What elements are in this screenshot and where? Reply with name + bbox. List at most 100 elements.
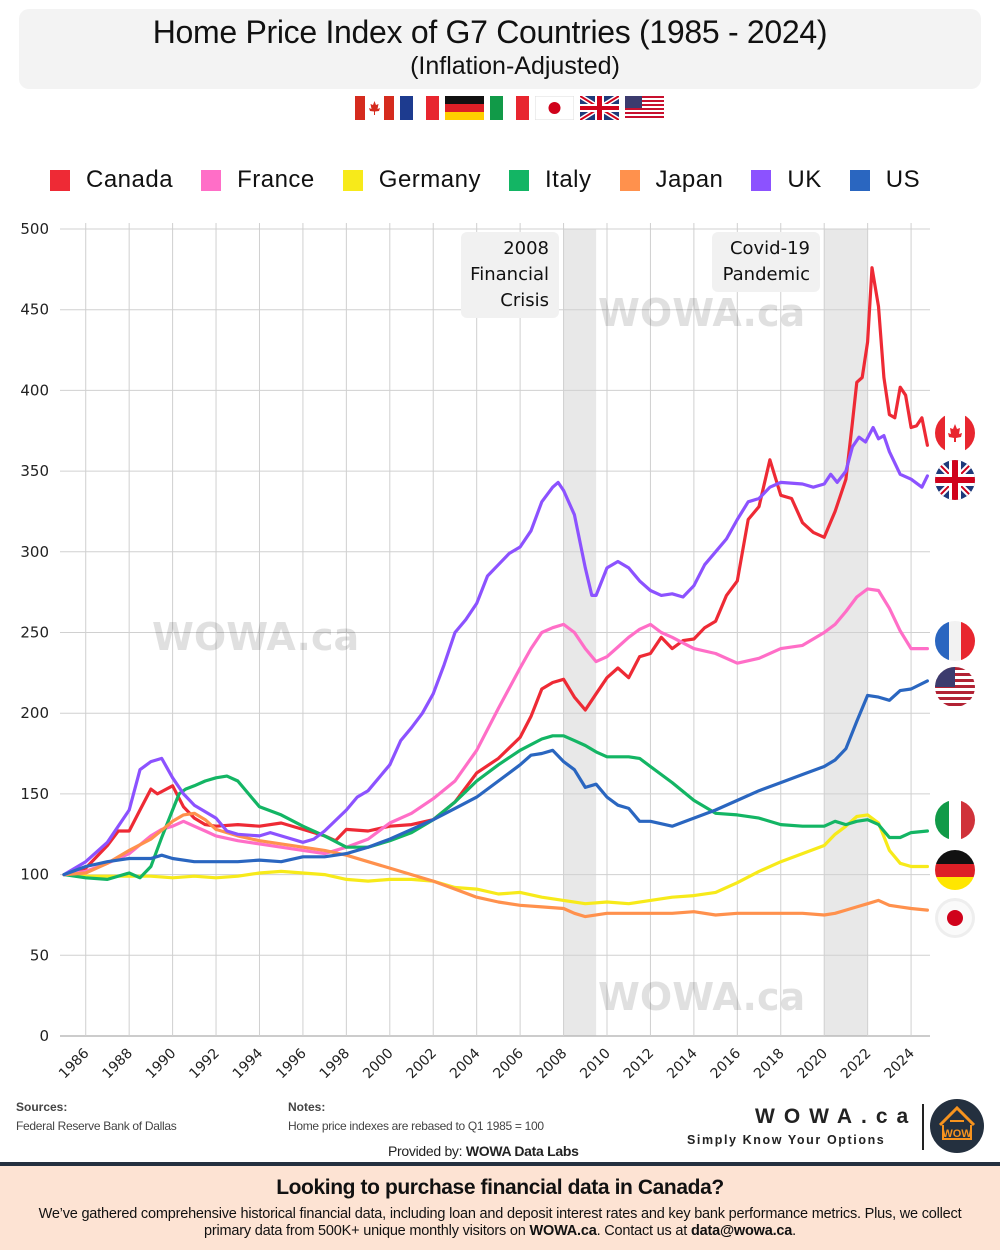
flags-row [355,96,664,120]
uk-flag-icon [580,96,619,120]
legend-swatch [849,169,870,191]
brand-divider [922,1104,924,1150]
sources-text: Federal Reserve Bank of Dallas [16,1119,177,1133]
us-flag-icon [625,96,664,120]
y-tick-label: 300 [20,543,49,561]
legend-item-uk: UK [751,166,821,194]
y-tick-label: 250 [20,624,49,642]
x-tick-label: 2006 [490,1045,527,1082]
x-tick-label: 2012 [621,1046,658,1083]
chart-legend: Canada France Germany Italy Japan UK US [50,166,948,194]
x-tick-label: 2010 [577,1046,614,1083]
chart-subtitle: (Inflation-Adjusted) [410,52,620,80]
x-tick-label: 1986 [56,1045,93,1082]
germany-flag-marker-icon [935,850,975,890]
legend-label: Japan [655,166,724,193]
series-line-us [62,679,930,877]
y-tick-label: 50 [30,946,49,964]
x-tick-label: 1990 [143,1046,180,1083]
x-tick-label: 1998 [317,1046,354,1083]
watermark: WOWA.ca [598,291,805,335]
x-tick-label: 2024 [881,1045,918,1082]
x-tick-label: 1994 [230,1045,267,1082]
provided-name: WOWA Data Labs [465,1143,579,1159]
x-tick-label: 1988 [99,1046,136,1083]
x-tick-label: 2004 [447,1045,484,1082]
y-tick-label: 400 [20,381,49,399]
series-line-germany [62,813,930,906]
x-tick-label: 2020 [795,1046,832,1083]
legend-label: Italy [544,166,592,193]
chart-title: Home Price Index of G7 Countries (1985 -… [152,14,828,50]
watermark: WOWA.ca [152,615,359,659]
annotation-label: 2008 [503,238,549,259]
legend-swatch [619,169,640,191]
banner-email-link[interactable]: data@wowa.ca [690,1223,793,1239]
x-tick-label: 2022 [838,1046,875,1083]
italy-flag-icon [490,96,529,120]
legend-item-italy: Italy [508,166,592,194]
banner-text-part: . Contact us at [596,1223,688,1239]
series-line-uk [62,425,930,877]
annotation-label: Covid-19 [730,238,810,259]
legend-label: France [237,166,315,193]
legend-item-canada: Canada [50,166,173,194]
y-tick-label: 100 [20,866,49,884]
legend-label: Germany [378,166,481,193]
legend-item-japan: Japan [619,166,724,194]
wowa-logo-icon: WOW [930,1099,984,1153]
promo-banner: Looking to purchase financial data in Ca… [0,1166,1000,1250]
notes-text: Home price indexes are rebased to Q1 198… [288,1119,544,1133]
x-tick-label: 2000 [360,1046,397,1083]
germany-flag-icon [445,96,484,120]
canada-flag-marker-icon [935,413,975,453]
notes-heading: Notes: [288,1100,326,1114]
provided-by: Provided by: WOWA Data Labs [388,1143,579,1159]
watermark: WOWA.ca [598,975,805,1019]
legend-swatch [342,169,363,191]
y-tick-label: 350 [20,462,49,480]
france-flag-marker-icon [935,621,975,661]
y-tick-label: 0 [39,1027,49,1045]
banner-divider [0,1162,1000,1166]
legend-label: US [885,166,921,193]
banner-heading: Looking to purchase financial data in Ca… [276,1176,724,1199]
wowa-brand: WOWA.ca [755,1105,918,1128]
provided-prefix: Provided by: [388,1143,463,1159]
x-tick-label: 2014 [664,1045,701,1082]
banner-text-part: . [792,1223,796,1239]
x-tick-label: 2018 [751,1046,788,1083]
title-box [19,9,981,89]
france-flag-icon [400,96,439,120]
series-line-canada [62,266,930,877]
japan-flag-icon [535,96,574,120]
series-line-france [62,587,930,877]
banner-site-link[interactable]: WOWA.ca [529,1223,597,1239]
x-tick-label: 2002 [404,1046,441,1083]
x-tick-label: 2016 [708,1045,745,1082]
us-flag-marker-icon [935,667,975,707]
x-tick-label: 1996 [273,1045,310,1082]
legend-swatch [50,169,70,191]
wowa-tagline: Simply Know Your Options [687,1133,886,1147]
legend-swatch [201,169,222,191]
sources-heading: Sources: [16,1100,68,1114]
canada-flag-icon [355,96,394,120]
x-tick-label: 2008 [534,1046,571,1083]
y-tick-label: 200 [20,704,49,722]
y-tick-label: 450 [20,301,49,319]
legend-item-germany: Germany [342,166,481,194]
legend-label: Canada [86,166,174,193]
annotation-label: Pandemic [723,264,810,285]
y-tick-label: 500 [20,220,49,238]
y-tick-label: 150 [20,785,49,803]
logo-text: WOW [942,1128,972,1140]
legend-swatch [751,169,772,191]
banner-text: We’ve gathered comprehensive historical … [30,1206,970,1240]
banner-text-part: We’ve gathered comprehensive historical … [38,1206,962,1239]
japan-flag-marker-icon [935,898,975,938]
annotation-label: Crisis [500,290,549,311]
annotation-box [461,232,559,318]
x-tick-label: 1992 [186,1046,223,1083]
